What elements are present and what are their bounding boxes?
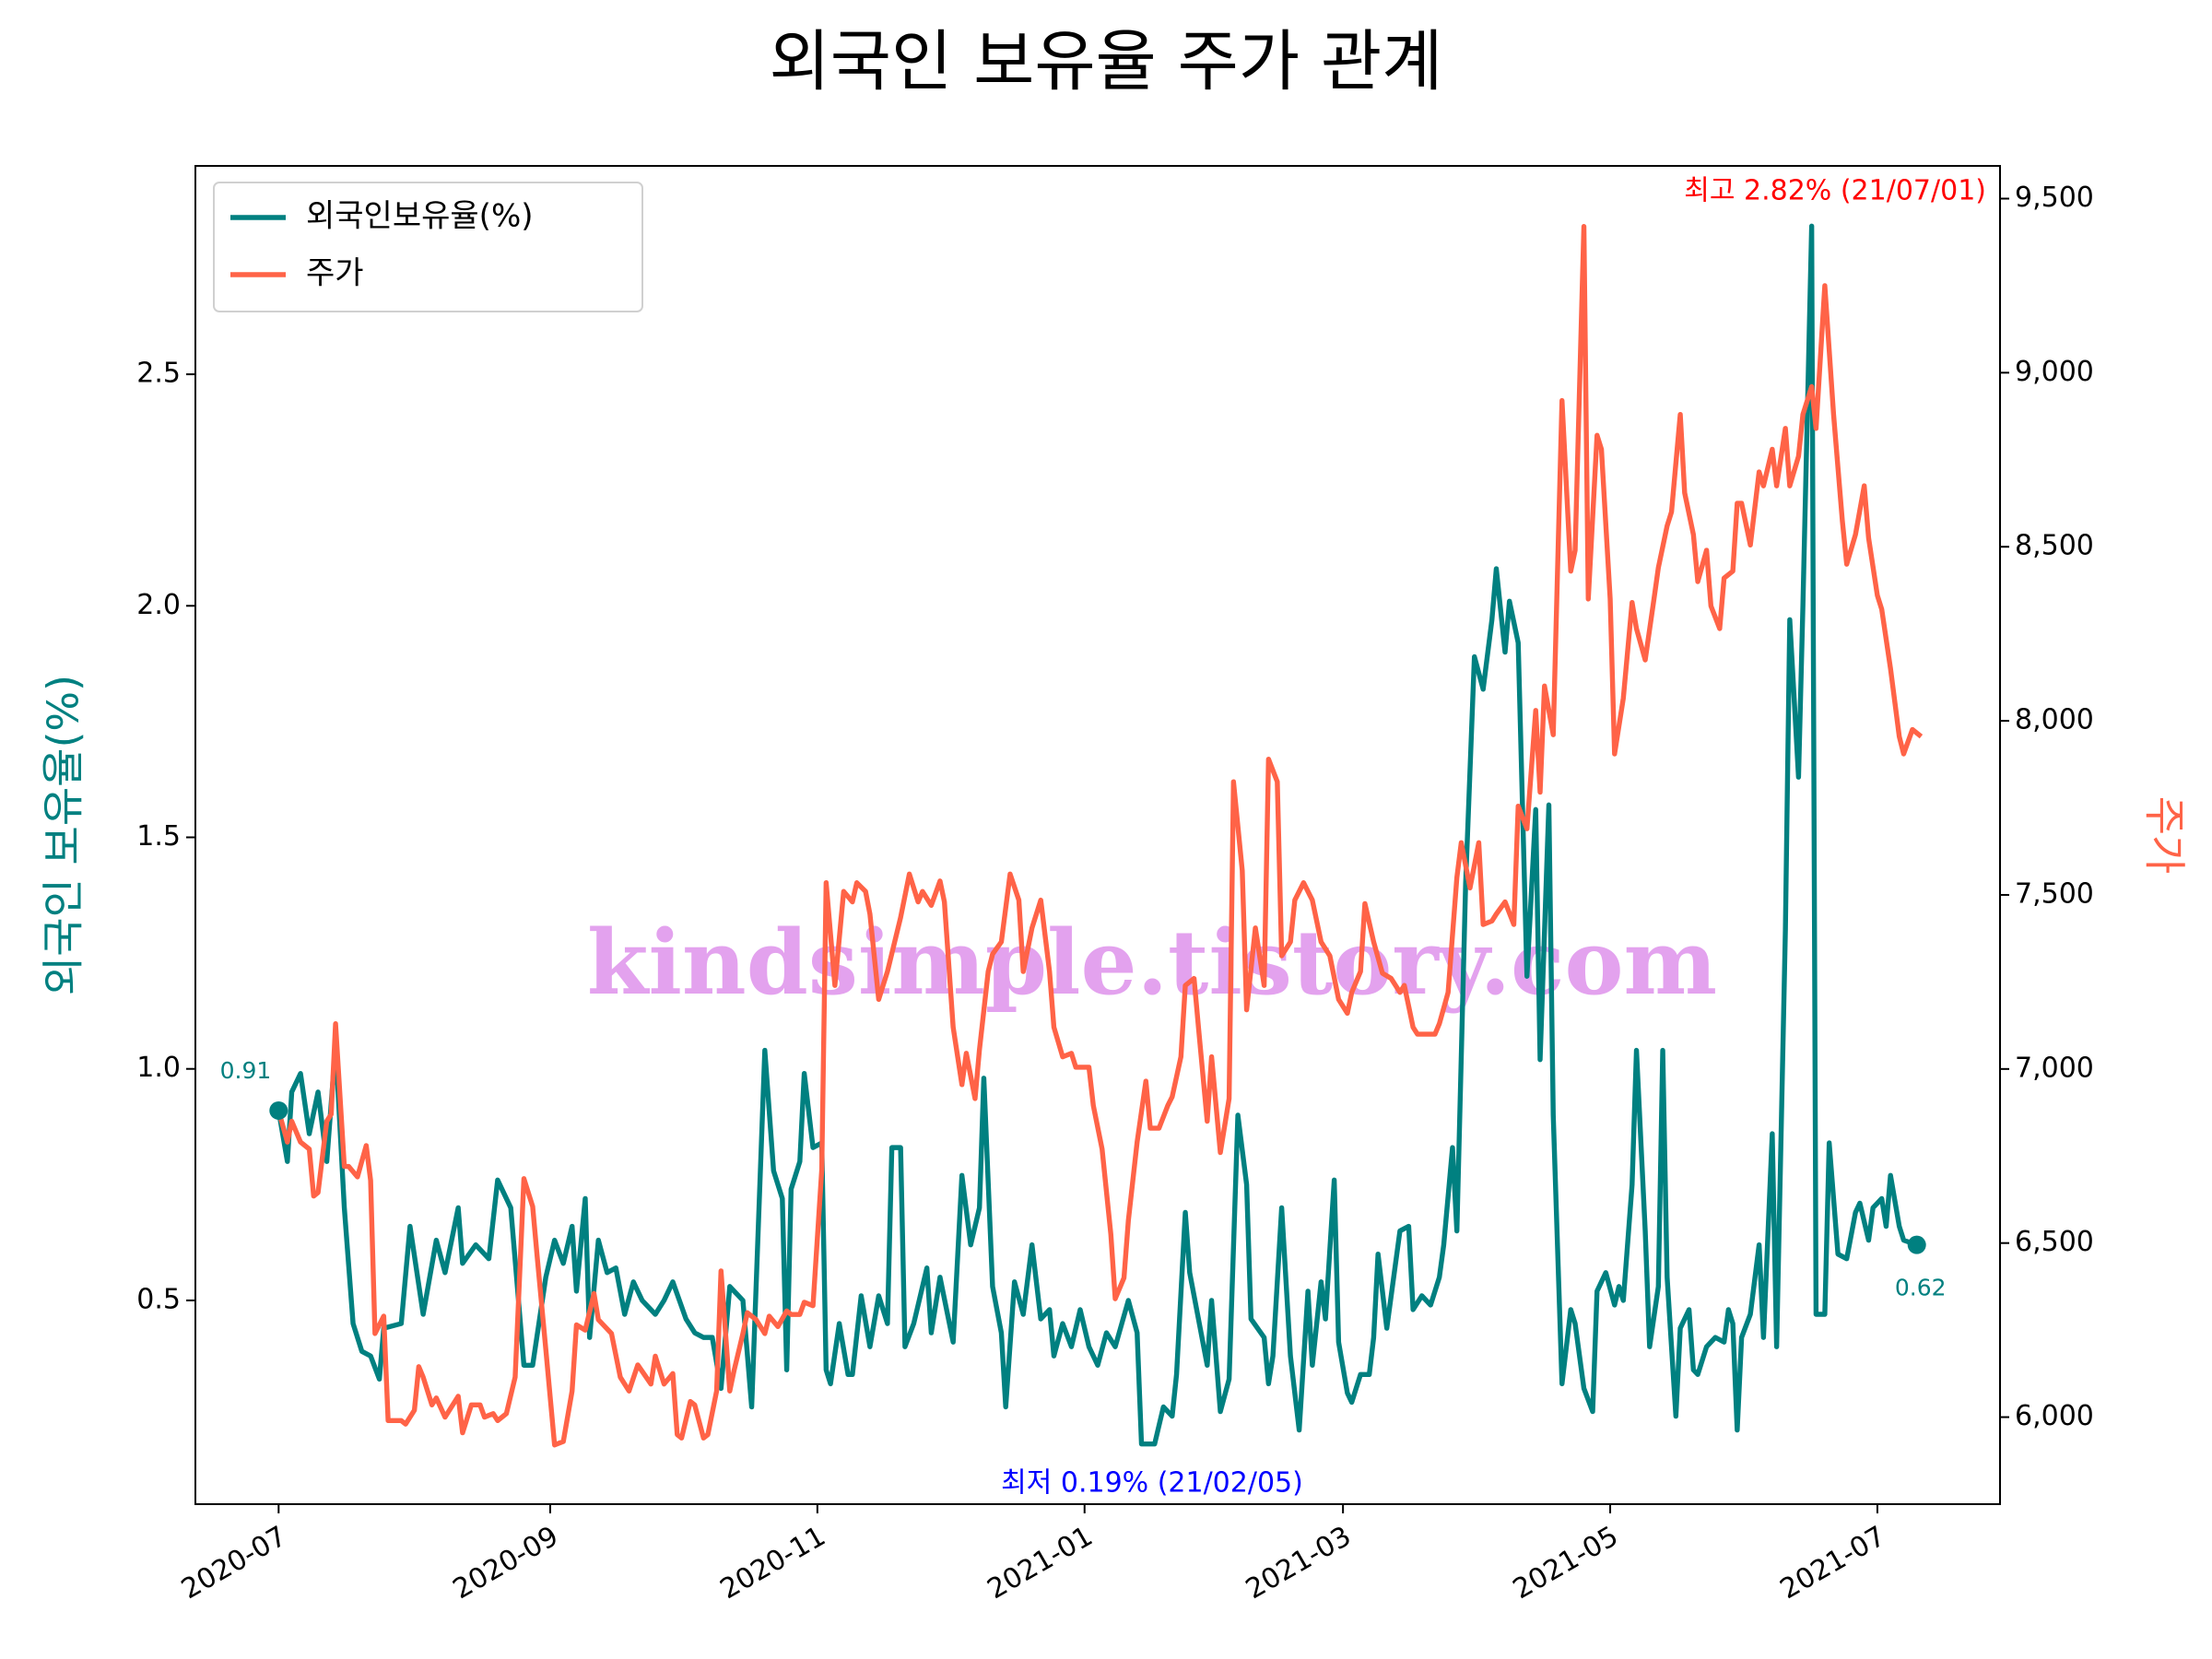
y2-tick-label: 6,000	[2015, 1400, 2094, 1432]
watermark: kindsimple.tistory.com	[587, 911, 1717, 1015]
y2-tick-label: 7,500	[2015, 877, 2094, 910]
y-tick-label: 1.5	[136, 820, 181, 853]
data-line	[276, 224, 1924, 1448]
y-tick-label: 2.5	[136, 358, 181, 390]
axes-frame	[194, 165, 2001, 1505]
y2-tick-label: 9,000	[2015, 356, 2094, 388]
endpoint-marker	[269, 1100, 288, 1120]
y2-tick-label: 7,000	[2015, 1052, 2094, 1084]
plot-area	[276, 223, 1924, 1448]
y-tick-label: 1.0	[136, 1052, 181, 1084]
legend-box	[213, 182, 643, 312]
endpoint-marker	[1907, 1235, 1926, 1254]
legend-label: 외국인보유율(%)	[306, 198, 534, 235]
y-tick-label: 0.5	[136, 1283, 181, 1315]
endpoint-label: 0.91	[220, 1057, 272, 1084]
legend-label: 주가	[306, 255, 364, 292]
y2-tick-label: 9,500	[2015, 182, 2094, 214]
y2-tick-label: 6,500	[2015, 1226, 2094, 1258]
y2-axis-label: 주가	[2140, 796, 2190, 875]
data-line	[276, 223, 1918, 1447]
endpoint-label: 0.62	[1895, 1275, 1947, 1301]
y2-tick-label: 8,000	[2015, 704, 2094, 736]
legend: 외국인보유율(%) 주가	[213, 182, 643, 312]
y-axis-label: 외국인 보유율(%)	[39, 675, 88, 995]
max-annotation: 최고 2.82% (21/07/01)	[1684, 175, 1986, 207]
chart-title: 외국인 보유율 주가 관계	[769, 23, 1442, 100]
y-tick-label: 2.0	[136, 589, 181, 621]
y2-tick-label: 8,500	[2015, 530, 2094, 562]
min-annotation: 최저 0.19% (21/02/05)	[1001, 1467, 1303, 1500]
